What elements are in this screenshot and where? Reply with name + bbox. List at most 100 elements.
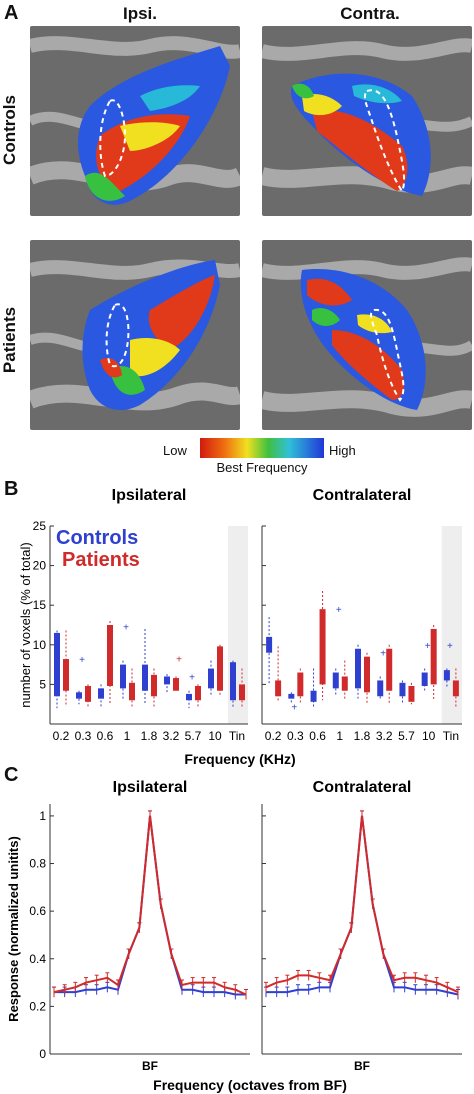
series-line-controls (54, 815, 246, 996)
box (377, 680, 384, 697)
box (452, 680, 459, 697)
box (54, 632, 60, 697)
legend-controls: Controls (56, 527, 138, 549)
x-tick-label: 0.6 (97, 729, 114, 743)
line-plot-panel-c: Ipsilateral 0 0.2 0.4 0.6 0.8 1 BF Contralateral… (6, 779, 462, 1093)
x-tick-label: Tin (443, 729, 459, 743)
series-line-patients (53, 815, 247, 996)
outlier-marker: + (380, 649, 386, 660)
box (421, 672, 428, 686)
box (430, 628, 437, 685)
outlier-marker: + (176, 654, 182, 665)
outlier-marker: + (447, 641, 453, 652)
colorbar-high-label: High (329, 443, 356, 458)
col-title-contra: Contra. (340, 4, 400, 23)
x-tick-label: 0.6 (309, 729, 326, 743)
y-tick-label: 5 (39, 677, 46, 691)
x-axis-label: Frequency (octaves from BF) (153, 1077, 347, 1093)
box (443, 670, 450, 681)
x-tick-label: 10 (208, 729, 222, 743)
y-tick-label: 0.4 (29, 952, 46, 966)
colorbar-low-label: Low (163, 443, 187, 458)
x-tick-label: 1 (124, 729, 131, 743)
outlier-marker: + (425, 641, 431, 652)
y-axis-label: Response (normalized unitits) (6, 836, 21, 1022)
subplot-title: Ipsilateral (112, 487, 187, 504)
row-title-controls: Controls (0, 95, 19, 165)
y-tick-label: 0.6 (29, 904, 46, 918)
tin-shade (441, 526, 462, 724)
box (76, 692, 82, 699)
box (120, 664, 126, 689)
box (275, 680, 282, 697)
outlier-marker: + (189, 672, 195, 683)
x-tick-label-bf: BF (142, 1059, 158, 1073)
y-tick-label: 25 (33, 519, 47, 533)
outlier-marker: + (79, 655, 85, 666)
box (364, 656, 370, 693)
y-tick-label: 15 (33, 598, 47, 612)
x-tick-label: Tin (229, 729, 245, 743)
box (98, 688, 104, 699)
series-line-patients (265, 815, 459, 994)
y-tick-label: 0.2 (29, 999, 46, 1013)
y-tick-label: 20 (33, 559, 47, 573)
subplot-title: Contralateral (313, 487, 412, 504)
outlier-marker: + (291, 703, 297, 714)
x-tick-label: 3.2 (163, 729, 180, 743)
col-title-ipsi: Ipsi. (122, 4, 157, 23)
box (151, 674, 157, 697)
brain-map-controls-ipsi (30, 26, 240, 216)
box (142, 664, 148, 691)
box (297, 672, 304, 697)
box (355, 648, 361, 689)
box (217, 646, 223, 691)
x-tick-label: 5.7 (398, 729, 415, 743)
box (266, 636, 273, 653)
box (288, 693, 295, 699)
box (341, 676, 348, 691)
panel-letter-c: C (4, 764, 19, 786)
box-plot-panel-b: Ipsilateral 5 10 15 20 25 0.2 0.3 +0.6 1 +1.8 3.2 +5… (18, 487, 462, 767)
y-tick-label: 0.8 (29, 857, 46, 871)
box (386, 648, 393, 691)
x-tick-label: 0.2 (53, 729, 70, 743)
y-axis-label: number of voxels (% of total) (18, 542, 33, 707)
x-tick-label: 1.8 (354, 729, 371, 743)
box (319, 609, 326, 685)
box (208, 668, 214, 689)
subplot-title: Ipsilateral (113, 779, 188, 796)
box (85, 685, 91, 702)
row-title-patients: Patients (0, 306, 19, 374)
series-line-controls (266, 815, 459, 996)
panel-letter-b: B (4, 478, 19, 500)
box (107, 625, 113, 686)
x-axis-label: Frequency (KHz) (184, 751, 295, 767)
brain-map-patients-ipsi (30, 240, 240, 430)
subplot-title: Contralateral (313, 779, 412, 796)
x-tick-label: 1.8 (141, 729, 158, 743)
x-tick-label: 1 (336, 729, 343, 743)
x-tick-label: 0.2 (265, 729, 282, 743)
box (332, 672, 339, 689)
y-tick-label: 1 (39, 809, 46, 823)
box (399, 682, 406, 697)
x-tick-label: 10 (422, 729, 436, 743)
colorbar-title: Best Frequency (216, 460, 308, 475)
y-tick-label: 10 (33, 638, 47, 652)
y-tick-label: 0 (39, 1047, 46, 1061)
panel-letter-a: A (4, 2, 19, 24)
box (195, 685, 201, 701)
box (408, 685, 415, 702)
box (63, 659, 69, 691)
brain-map-patients-contra (262, 240, 472, 430)
box (239, 684, 245, 701)
colorbar (200, 438, 324, 458)
x-tick-label: 3.2 (376, 729, 393, 743)
box (186, 693, 192, 701)
outlier-marker: + (123, 623, 129, 634)
box (129, 682, 135, 701)
x-tick-label: 5.7 (185, 729, 202, 743)
box (173, 678, 179, 691)
x-tick-label-bf: BF (354, 1059, 370, 1073)
